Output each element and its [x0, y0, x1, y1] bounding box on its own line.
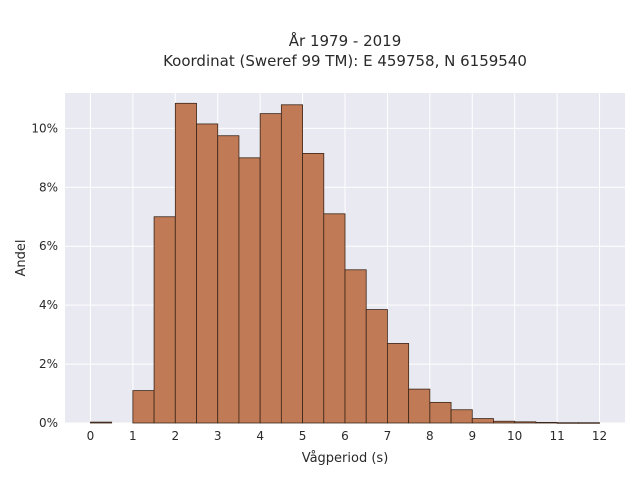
histogram-bar — [387, 343, 410, 424]
x-tick-label: 3 — [214, 429, 222, 443]
histogram-bar — [365, 309, 388, 424]
x-tick-label: 11 — [549, 429, 564, 443]
histogram-bar — [450, 409, 473, 424]
y-tick-label: 2% — [39, 357, 58, 371]
histogram-bar — [259, 113, 282, 424]
histogram-bar — [217, 135, 240, 424]
x-tick-label: 4 — [256, 429, 264, 443]
histogram-bar — [344, 269, 367, 424]
x-tick-label: 2 — [171, 429, 179, 443]
histogram-bar — [238, 157, 261, 424]
histogram-bar — [132, 390, 155, 424]
histogram-bar — [153, 216, 176, 424]
chart-title-line1: År 1979 - 2019 — [289, 31, 402, 50]
histogram-bar — [577, 422, 600, 424]
histogram-bar — [323, 213, 346, 424]
x-tick-label: 12 — [592, 429, 607, 443]
x-tick-label: 8 — [426, 429, 434, 443]
histogram-bar — [196, 123, 219, 424]
histogram-bar — [429, 401, 452, 424]
y-axis-ticks: 0% 2% 4% 6% 8% 10% — [31, 121, 58, 430]
histogram-bar — [556, 422, 579, 424]
x-tick-label: 5 — [299, 429, 307, 443]
histogram-bar — [493, 420, 516, 424]
x-tick-label: 0 — [87, 429, 95, 443]
y-tick-label: 0% — [39, 416, 58, 430]
x-tick-label: 10 — [507, 429, 522, 443]
histogram-bar — [280, 104, 303, 424]
x-tick-label: 9 — [468, 429, 476, 443]
histogram-bar — [471, 418, 494, 424]
x-axis-ticks: 0 1 2 3 4 5 6 7 8 9 10 11 12 — [87, 429, 608, 443]
histogram-bar — [302, 153, 325, 424]
histogram-bar — [514, 421, 537, 424]
x-tick-label: 6 — [341, 429, 349, 443]
x-tick-label: 7 — [384, 429, 392, 443]
histogram-bar — [408, 388, 431, 424]
histogram-bar — [535, 422, 558, 424]
y-tick-label: 10% — [31, 121, 58, 135]
y-tick-label: 8% — [39, 180, 58, 194]
y-axis-label: Andel — [14, 240, 29, 277]
y-tick-label: 4% — [39, 298, 58, 312]
histogram-bar — [174, 102, 197, 424]
histogram-bar — [90, 421, 113, 424]
x-axis-label: Vågperiod (s) — [302, 451, 389, 466]
y-tick-label: 6% — [39, 239, 58, 253]
x-tick-label: 1 — [129, 429, 137, 443]
histogram-bars — [90, 102, 600, 424]
chart-title-line2: Koordinat (Sweref 99 TM): E 459758, N 61… — [163, 52, 527, 70]
